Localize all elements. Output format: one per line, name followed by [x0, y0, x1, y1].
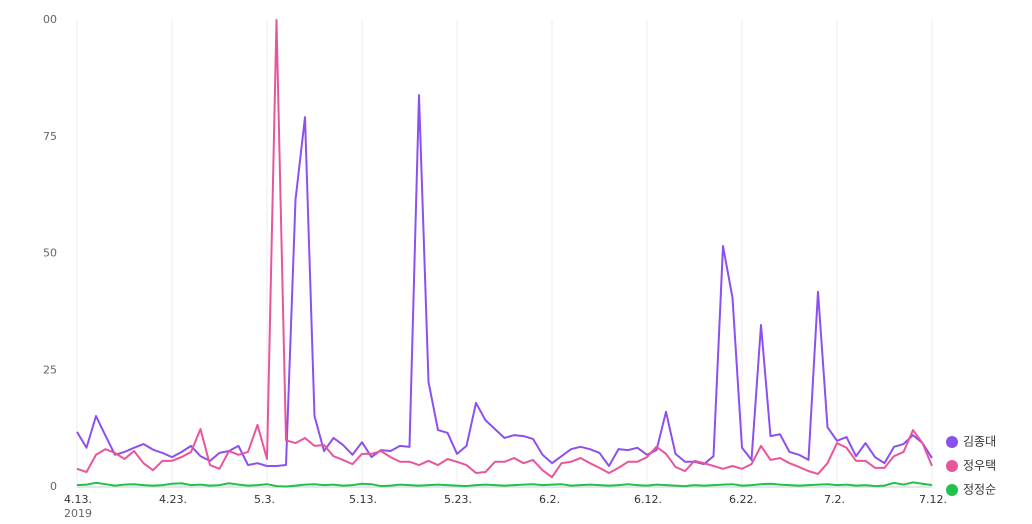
- x-tick-label: 4.23.: [159, 493, 187, 506]
- y-tick-label: 00: [43, 13, 57, 26]
- series-line: [76, 94, 933, 467]
- legend-label: 김종대: [963, 435, 996, 449]
- x-tick-label: 6.12.: [634, 493, 662, 506]
- x-tick-label: 5.23.: [444, 493, 472, 506]
- series-line: [76, 481, 933, 488]
- x-tick-label: 6.22.: [729, 493, 757, 506]
- x-tick-label: 6.2.: [539, 493, 560, 506]
- legend-swatch: [946, 436, 958, 448]
- x-tick-label: 4.13.: [64, 493, 92, 506]
- y-tick-label: 0: [50, 480, 57, 493]
- legend-label: 정정순: [963, 483, 996, 497]
- legend-swatch: [946, 460, 958, 472]
- series-line: [76, 19, 933, 479]
- y-tick-label: 25: [43, 363, 57, 376]
- y-tick-label: 50: [43, 247, 57, 260]
- legend-label: 정우택: [963, 459, 996, 473]
- y-tick-label: 75: [43, 130, 57, 143]
- legend-swatch: [946, 484, 958, 496]
- year-label: 2019: [64, 507, 92, 520]
- x-tick-label: 5.3.: [254, 493, 275, 506]
- x-tick-label: 7.2.: [824, 493, 845, 506]
- x-tick-label: 7.12.: [919, 493, 947, 506]
- x-tick-label: 5.13.: [349, 493, 377, 506]
